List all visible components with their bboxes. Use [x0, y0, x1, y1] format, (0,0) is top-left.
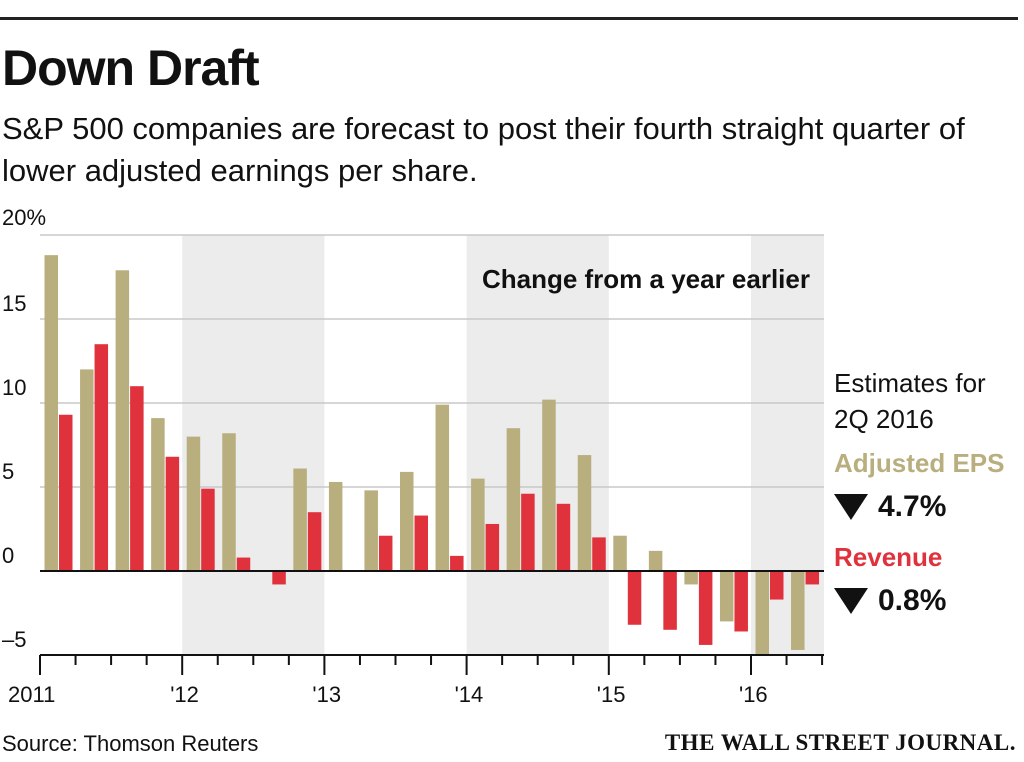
eps-bar	[684, 571, 698, 584]
estimates-panel: Estimates for 2Q 2016 Adjusted EPS 4.7% …	[834, 365, 1024, 621]
revenue-value: 0.8%	[878, 581, 946, 621]
y-tick-label: 20%	[2, 205, 46, 230]
revenue-label: Revenue	[834, 539, 1024, 575]
shaded-year-band	[467, 235, 609, 655]
x-tick-label: 2011	[8, 682, 55, 707]
revenue-bar	[59, 415, 73, 571]
revenue-bar	[521, 494, 535, 571]
eps-bar	[613, 536, 627, 571]
down-triangle-icon	[834, 494, 868, 520]
revenue-bar	[166, 457, 180, 571]
chart-annotation: Change from a year earlier	[482, 264, 810, 294]
revenue-bar	[592, 537, 606, 571]
eps-bar	[578, 455, 592, 571]
source-note: Source: Thomson Reuters	[2, 731, 258, 757]
revenue-bar	[770, 571, 784, 600]
chart-title: Down Draft	[2, 40, 259, 96]
eps-bar	[471, 479, 485, 571]
revenue-bar	[272, 571, 286, 584]
shaded-year-band	[182, 235, 324, 655]
revenue-bar	[557, 504, 571, 571]
x-tick-label: '16	[739, 682, 768, 707]
eps-bar	[329, 482, 343, 571]
eps-bar	[45, 255, 59, 571]
top-rule	[0, 17, 1018, 20]
x-tick-label: '13	[312, 682, 341, 707]
revenue-bar	[201, 489, 215, 571]
down-triangle-icon	[834, 588, 868, 614]
revenue-bar	[806, 571, 820, 584]
revenue-bar	[734, 571, 748, 631]
revenue-bar	[237, 558, 251, 571]
eps-bar	[756, 571, 770, 655]
eps-bar	[720, 571, 734, 621]
eps-bar	[507, 428, 521, 571]
eps-value: 4.7%	[878, 487, 946, 527]
revenue-bar	[379, 536, 393, 571]
y-tick-label: 10	[2, 375, 26, 400]
eps-bar	[151, 418, 165, 571]
y-tick-label: 0	[2, 543, 14, 568]
x-tick-label: '15	[597, 682, 626, 707]
revenue-bar	[663, 571, 677, 630]
y-tick-label: –5	[2, 627, 26, 652]
eps-bar	[116, 270, 130, 571]
eps-bar	[400, 472, 414, 571]
x-tick-label: '14	[455, 682, 484, 707]
revenue-bar	[699, 571, 713, 645]
x-tick-label: '12	[170, 682, 199, 707]
revenue-bar	[95, 344, 109, 571]
revenue-bar	[486, 524, 500, 571]
revenue-bar	[415, 516, 429, 571]
estimates-heading-line1: Estimates for	[834, 365, 1024, 401]
eps-bar	[80, 369, 94, 571]
revenue-bar	[130, 386, 144, 571]
estimates-heading-line2: 2Q 2016	[834, 401, 1024, 437]
eps-bar	[649, 551, 663, 571]
revenue-bar	[308, 512, 322, 571]
eps-bar	[293, 469, 307, 571]
eps-bar	[791, 571, 805, 650]
chart-subtitle: S&P 500 companies are forecast to post t…	[2, 108, 1020, 192]
eps-bar	[222, 433, 236, 571]
revenue-estimate: 0.8%	[834, 581, 1024, 621]
eps-bar	[436, 405, 450, 571]
y-tick-label: 5	[2, 459, 14, 484]
eps-estimate: 4.7%	[834, 487, 1024, 527]
eps-bar	[364, 490, 378, 571]
eps-bar	[542, 400, 556, 571]
eps-label: Adjusted EPS	[834, 445, 1024, 481]
eps-bar	[187, 437, 201, 571]
revenue-bar	[450, 556, 464, 571]
revenue-bar	[628, 571, 642, 625]
y-tick-label: 15	[2, 291, 26, 316]
publisher-logo: THE WALL STREET JOURNAL.	[665, 730, 1016, 756]
